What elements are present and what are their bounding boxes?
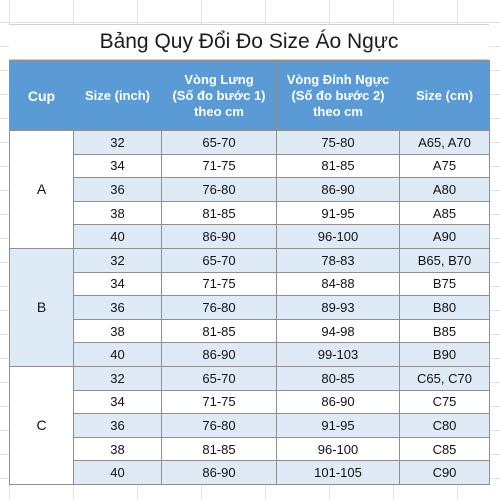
header-cup: Cup xyxy=(9,60,74,131)
underbust-cell: 76-80 xyxy=(161,413,277,438)
table-row: 34 71-75 86-90 C75 xyxy=(10,389,490,415)
bust-cell: 86-90 xyxy=(276,389,400,415)
size-conversion-table: Cup Size (inch) Vòng Lưng (Số đo bước 1)… xyxy=(9,60,490,485)
size-cm-cell: B85 xyxy=(399,318,490,344)
size-cm-cell: B65, B70 xyxy=(399,247,490,273)
table-row: 34 71-75 81-85 A75 xyxy=(10,153,490,179)
underbust-cell: 81-85 xyxy=(161,436,277,462)
size-inch-cell: 38 xyxy=(73,200,162,226)
cup-label-cell: B xyxy=(9,247,74,367)
bust-cell: 81-85 xyxy=(276,153,400,179)
size-cm-cell: A80 xyxy=(399,177,490,202)
size-inch-cell: 32 xyxy=(73,365,162,391)
underbust-cell: 71-75 xyxy=(161,153,277,179)
table-row: A 32 65-70 75-80 A65, A70 xyxy=(9,130,490,249)
size-inch-cell: 40 xyxy=(73,342,162,367)
table-row: 36 76-80 89-93 B80 xyxy=(10,295,490,320)
size-inch-cell: 34 xyxy=(73,389,162,415)
bust-cell: 75-80 xyxy=(276,130,400,155)
size-inch-cell: 34 xyxy=(73,153,162,179)
size-inch-cell: 36 xyxy=(73,413,162,438)
header-underbust-line: theo cm xyxy=(194,103,244,119)
underbust-cell: 81-85 xyxy=(161,200,277,226)
bust-cell: 89-93 xyxy=(276,295,400,320)
header-row: Cup Size (inch) Vòng Lưng (Số đo bước 1)… xyxy=(9,60,490,131)
underbust-cell: 71-75 xyxy=(161,271,277,297)
header-size-cm: Size (cm) xyxy=(399,60,490,131)
table-row: 40 86-90 99-103 B90 xyxy=(10,342,490,367)
size-cm-cell: B90 xyxy=(399,342,490,367)
underbust-cell: 86-90 xyxy=(161,342,277,367)
size-inch-cell: 32 xyxy=(73,130,162,155)
bust-cell: 91-95 xyxy=(276,413,400,438)
bust-cell: 99-103 xyxy=(276,342,400,367)
underbust-cell: 76-80 xyxy=(161,295,277,320)
size-inch-cell: 36 xyxy=(73,177,162,202)
size-inch-cell: 40 xyxy=(73,224,162,249)
bust-cell: 94-98 xyxy=(276,318,400,344)
cup-label-cell: A xyxy=(9,130,74,249)
size-cm-cell: C85 xyxy=(399,436,490,462)
size-cm-cell: A85 xyxy=(399,200,490,226)
table-row: C 32 65-70 80-85 C65, C70 xyxy=(9,365,490,485)
size-inch-cell: 32 xyxy=(73,247,162,273)
table-row: 34 71-75 84-88 B75 xyxy=(10,271,490,297)
header-bust: Vòng Đỉnh Ngực (Số đo bước 2) theo cm xyxy=(276,60,400,131)
size-cm-cell: C90 xyxy=(399,460,490,485)
table-row: 38 81-85 91-95 A85 xyxy=(10,200,490,226)
table-row: 36 76-80 86-90 A80 xyxy=(10,177,490,202)
underbust-cell: 86-90 xyxy=(161,460,277,485)
size-cm-cell: A75 xyxy=(399,153,490,179)
size-cm-cell: C80 xyxy=(399,413,490,438)
header-underbust: Vòng Lưng (Số đo bước 1) theo cm xyxy=(161,60,277,131)
page-title: Bảng Quy Đổi Đo Size Áo Ngực xyxy=(9,24,489,60)
size-cm-cell: C75 xyxy=(399,389,490,415)
bust-cell: 96-100 xyxy=(276,224,400,249)
underbust-cell: 86-90 xyxy=(161,224,277,249)
size-inch-cell: 38 xyxy=(73,436,162,462)
header-size-inch: Size (inch) xyxy=(73,60,162,131)
bust-cell: 101-105 xyxy=(276,460,400,485)
size-cm-cell: A65, A70 xyxy=(399,130,490,155)
table-row: 38 81-85 96-100 C85 xyxy=(10,436,490,462)
size-cm-cell: B75 xyxy=(399,271,490,297)
table-row: B 32 65-70 78-83 B65, B70 xyxy=(9,247,490,367)
bust-cell: 96-100 xyxy=(276,436,400,462)
size-inch-cell: 34 xyxy=(73,271,162,297)
underbust-cell: 81-85 xyxy=(161,318,277,344)
underbust-cell: 65-70 xyxy=(161,130,277,155)
bust-cell: 84-88 xyxy=(276,271,400,297)
header-bust-line: theo cm xyxy=(313,103,363,119)
table-body: A 32 65-70 75-80 A65, A70 34 71-75 81-85 A75 36 76… xyxy=(9,130,490,485)
table-row: 36 76-80 91-95 C80 xyxy=(10,413,490,438)
cup-label-cell: C xyxy=(9,365,74,485)
size-inch-cell: 40 xyxy=(73,460,162,485)
underbust-cell: 76-80 xyxy=(161,177,277,202)
size-cm-cell: A90 xyxy=(399,224,490,249)
table-row: 40 86-90 96-100 A90 xyxy=(10,224,490,249)
size-cm-cell: C65, C70 xyxy=(399,365,490,391)
underbust-cell: 71-75 xyxy=(161,389,277,415)
header-bust-line: (Số đo bước 2) xyxy=(291,87,385,103)
bust-cell: 91-95 xyxy=(276,200,400,226)
table-row: 40 86-90 101-105 C90 xyxy=(10,460,490,485)
bust-cell: 80-85 xyxy=(276,365,400,391)
bust-cell: 86-90 xyxy=(276,177,400,202)
header-underbust-line: (Số đo bước 1) xyxy=(172,87,266,103)
size-inch-cell: 36 xyxy=(73,295,162,320)
header-underbust-line: Vòng Lưng xyxy=(184,71,254,87)
bust-cell: 78-83 xyxy=(276,247,400,273)
table-row: 38 81-85 94-98 B85 xyxy=(10,318,490,344)
underbust-cell: 65-70 xyxy=(161,365,277,391)
size-cm-cell: B80 xyxy=(399,295,490,320)
header-bust-line: Vòng Đỉnh Ngực xyxy=(286,71,390,87)
underbust-cell: 65-70 xyxy=(161,247,277,273)
size-inch-cell: 38 xyxy=(73,318,162,344)
